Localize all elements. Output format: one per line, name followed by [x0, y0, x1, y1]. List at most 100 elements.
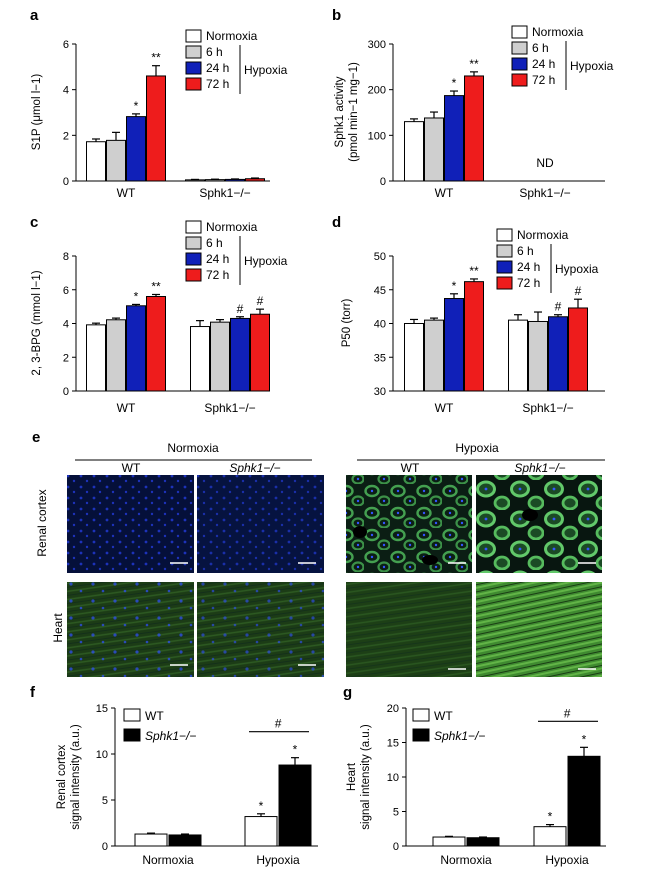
significance-mark: #	[257, 294, 264, 308]
significance-mark: **	[469, 264, 479, 278]
col-label-wt-hypoxia: WT	[401, 461, 420, 475]
legend-label: 72 h	[206, 268, 229, 282]
y-tick-label: 50	[374, 251, 386, 263]
y-tick-label: 5	[102, 795, 108, 807]
category-label: WT	[117, 186, 136, 200]
micrograph-heart-ko-hypoxia	[476, 582, 602, 677]
category-label: WT	[117, 401, 136, 415]
bar-Sphk1-0	[185, 179, 205, 182]
category-label: Sphk1−/−	[522, 401, 573, 415]
micrograph-heart-wt-hypoxia	[346, 582, 472, 677]
legend-swatch-ko	[412, 728, 430, 742]
legend-hypoxia-label: Hypoxia	[555, 262, 599, 276]
category-label: Normoxia	[440, 853, 492, 867]
category-label: Sphk1−/−	[199, 186, 250, 200]
legend-swatch	[496, 260, 513, 274]
category-label: Sphk1−/−	[519, 186, 570, 200]
legend-swatch	[496, 228, 513, 242]
y-tick-label: 10	[96, 749, 108, 761]
legend-swatch	[511, 41, 528, 55]
micrograph-renal-ko-hypoxia	[476, 475, 602, 573]
legend-label: Normoxia	[517, 228, 569, 242]
micrograph-heart-wt-normoxia	[67, 582, 194, 677]
legend-swatch	[185, 268, 202, 282]
significance-mark: *	[293, 743, 298, 757]
bar-WT-3	[146, 296, 166, 392]
y-tick-label: 6	[63, 39, 69, 51]
significance-mark: *	[452, 76, 457, 90]
bar-WT-3	[464, 281, 484, 392]
y-tick-label: 8	[63, 251, 69, 263]
legend-label-wt: WT	[145, 709, 164, 723]
panel-letter-d: d	[332, 214, 341, 231]
significance-mark: *	[548, 810, 553, 824]
y-tick-label: 0	[393, 841, 399, 853]
y-tick-label: 5	[393, 807, 399, 819]
legend-g: WT Sphk1−/−	[412, 708, 485, 743]
bar-WT-1	[424, 319, 444, 392]
significance-mark: *	[134, 289, 139, 303]
bar-Sphk1-3	[245, 178, 265, 182]
legend-hypoxia-label: Hypoxia	[570, 59, 614, 73]
bar-WT-2	[444, 95, 464, 182]
legend-label: Normoxia	[206, 29, 258, 43]
legend-label: Normoxia	[532, 25, 584, 39]
legend-swatch	[185, 236, 202, 250]
legend-label: 24 h	[532, 57, 555, 71]
y-tick-label: 30	[374, 386, 386, 398]
y-tick-label: 4	[63, 85, 69, 97]
y-axis-label-line: 2, 3-BPG (mmol l−1)	[31, 270, 43, 375]
y-axis-label: S1P (μmol l−1)	[31, 74, 43, 151]
significance-mark: **	[151, 279, 161, 293]
legend-label-ko: Sphk1−/−	[145, 729, 196, 743]
category-label: WT	[435, 186, 454, 200]
bar-Normoxia-1	[466, 837, 500, 847]
bar-Sphk1-0	[508, 319, 528, 392]
legend-f: WT Sphk1−/−	[123, 708, 196, 743]
y-tick-label: 6	[63, 285, 69, 297]
hypoxia-group-label: Hypoxia	[455, 441, 499, 455]
bar-Sphk1-1	[205, 179, 225, 182]
y-tick-label: 40	[374, 319, 386, 331]
legend-hypoxia-label: Hypoxia	[244, 63, 288, 77]
y-tick-label: 10	[387, 772, 399, 784]
bar-WT-1	[106, 139, 126, 182]
bar-WT-3	[464, 75, 484, 182]
y-axis-label: Heart signal intensity (a.u.)	[346, 724, 372, 830]
y-tick-label: 20	[387, 703, 399, 715]
y-axis-label-line: S1P (μmol l−1)	[31, 74, 43, 151]
bar-Hypoxia-1	[567, 755, 601, 847]
legend-label-ko: Sphk1−/−	[434, 729, 485, 743]
legend-swatch	[185, 77, 202, 91]
y-axis-label-line: Sphk1 activity	[334, 76, 346, 147]
bar-Hypoxia-0	[533, 826, 567, 847]
legend-label: 72 h	[517, 276, 540, 290]
panel-e-letter: e	[32, 429, 40, 446]
significance-mark: #	[564, 706, 571, 720]
bar-Sphk1-1	[528, 320, 548, 392]
legend-label: 6 h	[206, 236, 223, 250]
category-label: Sphk1−/−	[204, 401, 255, 415]
legend-swatch	[511, 73, 528, 87]
bar-Normoxia-1	[168, 834, 202, 847]
micrograph-heart-ko-normoxia	[197, 582, 324, 677]
category-label: Normoxia	[142, 853, 194, 867]
panel-letter-a: a	[30, 7, 39, 24]
legend-swatch	[185, 61, 202, 75]
legend-label: 72 h	[206, 77, 229, 91]
significance-mark: #	[575, 284, 582, 298]
bar-Normoxia-0	[134, 833, 168, 847]
y-tick-label: 15	[96, 703, 108, 715]
bar-Hypoxia-1	[278, 764, 312, 847]
legend-label: 6 h	[532, 41, 549, 55]
legend-c: Normoxia 6 h 24 h 72 h Hypoxia	[185, 220, 288, 285]
bar-Hypoxia-0	[244, 816, 278, 847]
y-tick-label: 300	[368, 39, 386, 51]
significance-mark: *	[582, 732, 587, 746]
not-detected-label: ND	[536, 156, 554, 170]
y-tick-label: 4	[63, 319, 69, 331]
